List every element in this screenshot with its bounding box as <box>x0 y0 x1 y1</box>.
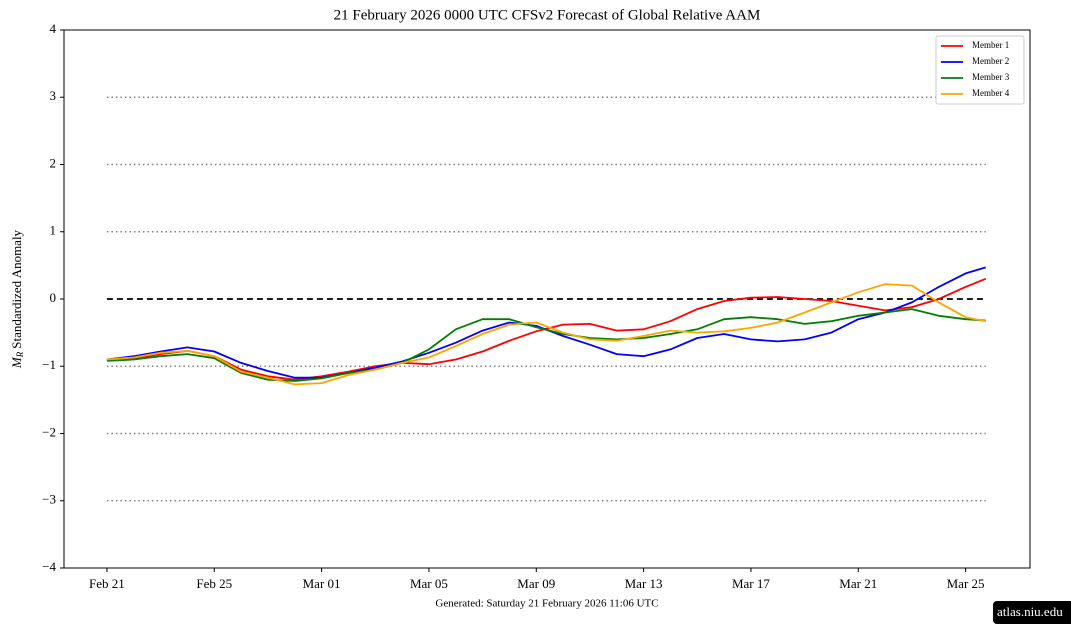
legend-label: Member 4 <box>972 88 1010 98</box>
y-label-text: Standardized Anomaly <box>9 229 24 348</box>
y-axis-label: MR Standardized Anomaly <box>9 229 25 369</box>
x-tick-label: Mar 17 <box>732 576 770 591</box>
x-tick-label: Mar 09 <box>517 576 555 591</box>
legend-label: Member 2 <box>972 56 1009 66</box>
x-tick-label: Mar 21 <box>839 576 877 591</box>
x-tick-label: Mar 25 <box>947 576 985 591</box>
legend-box <box>935 35 1025 105</box>
legend-label: Member 1 <box>972 40 1009 50</box>
y-label-symbol: M <box>9 356 24 369</box>
y-tick-label: −2 <box>42 424 56 439</box>
y-tick-label: 1 <box>50 223 57 238</box>
x-tick-label: Mar 13 <box>625 576 663 591</box>
y-tick-label: 3 <box>50 88 57 103</box>
chart-title: 21 February 2026 0000 UTC CFSv2 Forecast… <box>334 7 761 23</box>
y-tick-label: 0 <box>50 290 57 305</box>
y-tick-label: −4 <box>42 559 56 574</box>
y-tick-label: 2 <box>50 155 57 170</box>
x-tick-label: Feb 21 <box>89 576 125 591</box>
x-tick-label: Mar 01 <box>303 576 341 591</box>
watermark-box <box>993 601 1071 624</box>
x-tick-label: Mar 05 <box>410 576 448 591</box>
y-tick-label: −3 <box>42 492 56 507</box>
series-line <box>106 283 986 386</box>
watermark: atlas.niu.edu <box>997 604 1063 619</box>
x-tick-label: Feb 25 <box>196 576 232 591</box>
legend-label: Member 3 <box>972 72 1010 82</box>
y-label-subscript: R <box>15 351 25 358</box>
y-tick-label: 4 <box>50 21 57 36</box>
series-line <box>106 308 986 382</box>
footer: Generated: Saturday 21 February 2026 11:… <box>435 598 658 610</box>
plot-area: −4 −3 −2 −1 0 1 2 3 4 Feb 21 Feb 25 Mar 01 Mar 05 Mar… <box>42 21 1031 591</box>
y-tick-label: −1 <box>42 357 56 372</box>
